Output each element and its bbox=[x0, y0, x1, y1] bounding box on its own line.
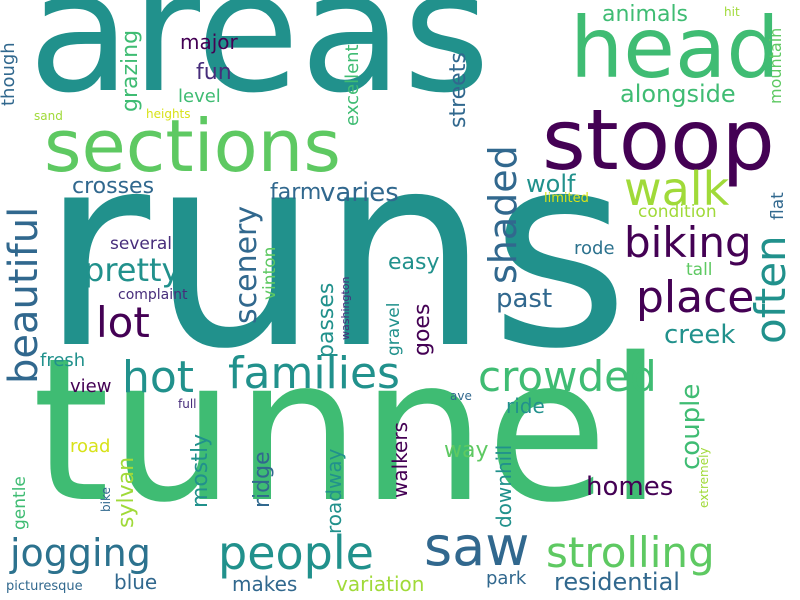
word-rode: rode bbox=[574, 238, 615, 259]
word-roadway: roadway bbox=[322, 448, 346, 534]
word-heights: heights bbox=[146, 107, 191, 121]
word-mountain: mountain bbox=[766, 27, 785, 104]
word-excellent: excellent bbox=[342, 44, 363, 126]
word-strolling: strolling bbox=[546, 528, 715, 577]
word-complaint: complaint bbox=[118, 287, 188, 303]
word-ridge: ridge bbox=[250, 451, 275, 508]
word-homes: homes bbox=[586, 472, 674, 502]
word-wolf: wolf bbox=[526, 170, 576, 198]
word-road: road bbox=[70, 436, 111, 457]
word-variation: variation bbox=[336, 572, 425, 596]
word-shaded: shaded bbox=[481, 145, 525, 284]
word-hit: hit bbox=[724, 5, 740, 19]
word-families: families bbox=[228, 348, 400, 399]
word-creek: creek bbox=[664, 320, 736, 350]
word-sand: sand bbox=[34, 109, 63, 123]
word-goes: goes bbox=[410, 303, 435, 356]
word-condition: condition bbox=[638, 202, 717, 222]
word-tunnel: tunnel bbox=[32, 315, 663, 546]
word-gravel: gravel bbox=[384, 302, 404, 356]
word-passes: passes bbox=[314, 282, 339, 358]
word-residential: residential bbox=[554, 568, 680, 596]
word-sections: sections bbox=[44, 104, 341, 188]
word-scenery: scenery bbox=[229, 205, 264, 324]
word-streets: streets bbox=[446, 52, 471, 128]
word-runs: runs bbox=[40, 96, 630, 408]
word-animals: animals bbox=[602, 2, 689, 27]
word-vinton: vinton bbox=[260, 246, 280, 300]
word-level: level bbox=[178, 86, 221, 107]
word-limited: limited bbox=[544, 191, 589, 206]
word-mostly: mostly bbox=[188, 433, 213, 508]
word-alongside: alongside bbox=[620, 80, 736, 108]
word-people: people bbox=[218, 526, 374, 580]
word-easy: easy bbox=[388, 250, 440, 275]
word-crosses: crosses bbox=[72, 174, 155, 199]
word-fun: fun bbox=[196, 60, 232, 85]
word-several: several bbox=[110, 234, 172, 254]
word-head: head bbox=[570, 0, 780, 97]
word-walk: walk bbox=[624, 162, 730, 216]
word-farm: farm bbox=[270, 180, 322, 205]
word-flat: flat bbox=[768, 192, 788, 220]
word-walkers: walkers bbox=[388, 422, 412, 498]
word-pretty: pretty bbox=[84, 251, 181, 289]
word-crowded: crowded bbox=[478, 352, 657, 401]
word-varies: varies bbox=[320, 178, 399, 208]
word-tall: tall bbox=[686, 260, 713, 280]
word-bike: bike bbox=[99, 487, 113, 512]
word-view: view bbox=[70, 376, 112, 397]
word-washington: washington bbox=[339, 276, 352, 340]
word-extremely: extremely bbox=[697, 447, 711, 508]
word-major: major bbox=[180, 30, 238, 54]
word-downhill: downhill bbox=[492, 444, 516, 528]
word-saw: saw bbox=[424, 515, 530, 578]
word-beautiful: beautiful bbox=[1, 206, 47, 384]
word-often: often bbox=[746, 235, 795, 344]
word-blue: blue bbox=[114, 570, 158, 594]
word-ride: ride bbox=[506, 394, 545, 418]
word-hot: hot bbox=[122, 352, 195, 403]
word-stoop: stoop bbox=[542, 91, 775, 189]
word-fresh: fresh bbox=[40, 350, 86, 371]
word-lot: lot bbox=[96, 298, 150, 347]
word-ave: ave bbox=[450, 389, 472, 403]
word-gentle: gentle bbox=[10, 476, 30, 530]
word-grazing: grazing bbox=[118, 29, 143, 112]
word-place: place bbox=[636, 272, 755, 323]
word-makes: makes bbox=[232, 572, 298, 596]
word-biking: biking bbox=[624, 218, 752, 267]
word-park: park bbox=[486, 568, 527, 589]
word-full: full bbox=[178, 397, 197, 411]
word-way: way bbox=[444, 438, 489, 463]
word-picturesque: picturesque bbox=[6, 579, 83, 594]
word-past: past bbox=[496, 284, 553, 314]
word-sylvan: sylvan bbox=[114, 456, 139, 528]
word-jogging: jogging bbox=[10, 531, 151, 575]
word-though: though bbox=[0, 42, 19, 106]
word-areas: areas bbox=[28, 0, 491, 130]
